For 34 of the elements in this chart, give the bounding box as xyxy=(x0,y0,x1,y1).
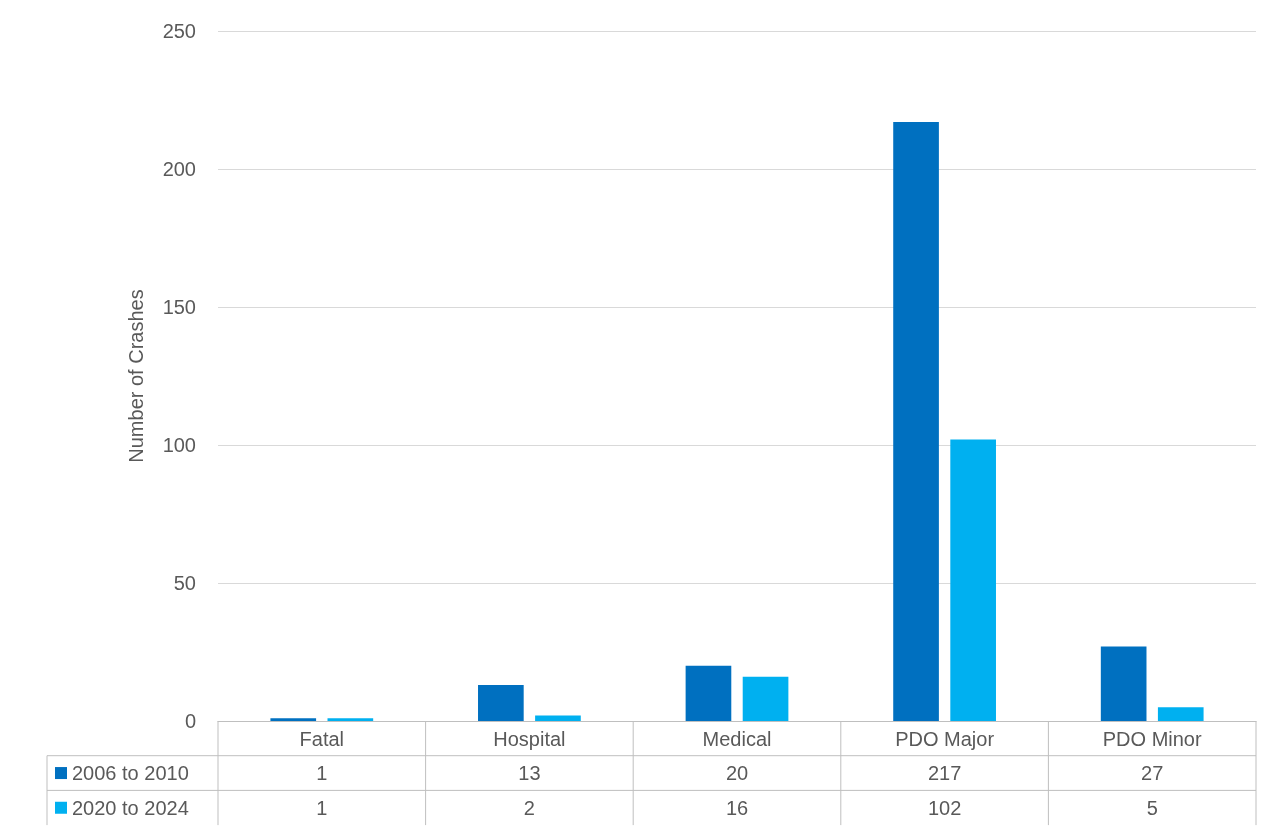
y-tick-label: 0 xyxy=(184,710,196,732)
data-label: 27 xyxy=(1141,762,1164,785)
bar xyxy=(327,718,374,721)
legend-label: 2006 to 2010 xyxy=(72,762,189,785)
bar xyxy=(535,715,581,721)
y-tick-label: 200 xyxy=(162,158,196,180)
bar xyxy=(893,122,939,721)
x-tick-label: PDO Minor xyxy=(1102,728,1202,750)
x-tick-label: Medical xyxy=(702,728,772,750)
bar xyxy=(742,676,789,721)
data-label: 102 xyxy=(927,796,962,819)
x-tick-label: Fatal xyxy=(299,728,345,750)
bar xyxy=(1157,707,1204,721)
data-label: 217 xyxy=(927,762,962,785)
y-tick-label: 100 xyxy=(162,434,196,456)
bar xyxy=(950,439,996,721)
legend-label: 2020 to 2024 xyxy=(72,796,189,819)
y-tick-label: 250 xyxy=(162,20,196,42)
data-label: 1 xyxy=(316,796,328,819)
data-label: 20 xyxy=(725,762,749,785)
x-tick-label: PDO Major xyxy=(895,728,995,750)
y-axis-title: Number of Crashes xyxy=(125,289,147,463)
bar xyxy=(685,665,732,721)
data-label: 13 xyxy=(518,762,541,785)
data-label: 2 xyxy=(523,796,535,819)
data-label: 1 xyxy=(316,762,328,785)
data-label: 5 xyxy=(1146,796,1158,819)
bar xyxy=(1100,646,1147,721)
y-tick-label: 150 xyxy=(162,296,196,318)
x-tick-label: Hospital xyxy=(493,728,566,750)
y-tick-label: 50 xyxy=(173,572,196,594)
bar xyxy=(270,718,317,721)
data-label: 16 xyxy=(725,796,749,819)
bar xyxy=(478,685,524,721)
